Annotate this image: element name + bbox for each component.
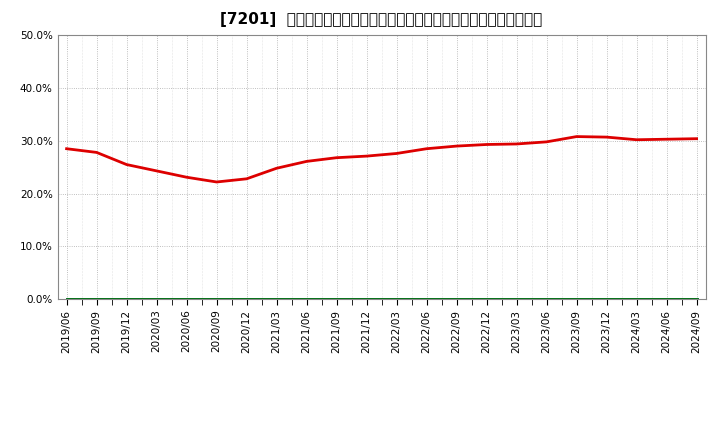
自己資本: [662, 136, 671, 142]
のれん: [272, 297, 281, 302]
自己資本: [242, 176, 251, 181]
繰延税金資産: [362, 297, 371, 302]
自己資本: [333, 155, 341, 160]
のれん: [212, 297, 221, 302]
繰延税金資産: [153, 297, 161, 302]
のれん: [662, 297, 671, 302]
繰延税金資産: [572, 297, 581, 302]
自己資本: [212, 180, 221, 185]
のれん: [452, 297, 461, 302]
自己資本: [632, 137, 641, 143]
のれん: [572, 297, 581, 302]
のれん: [62, 297, 71, 302]
自己資本: [572, 134, 581, 139]
自己資本: [153, 168, 161, 173]
のれん: [602, 297, 611, 302]
のれん: [302, 297, 311, 302]
繰延税金資産: [272, 297, 281, 302]
のれん: [632, 297, 641, 302]
のれん: [482, 297, 491, 302]
繰延税金資産: [482, 297, 491, 302]
のれん: [122, 297, 131, 302]
のれん: [362, 297, 371, 302]
自己資本: [182, 175, 191, 180]
自己資本: [452, 143, 461, 149]
のれん: [542, 297, 551, 302]
繰延税金資産: [452, 297, 461, 302]
自己資本: [542, 139, 551, 144]
繰延税金資産: [92, 297, 101, 302]
自己資本: [392, 151, 401, 156]
自己資本: [422, 146, 431, 151]
のれん: [422, 297, 431, 302]
自己資本: [602, 135, 611, 140]
のれん: [242, 297, 251, 302]
自己資本: [122, 162, 131, 167]
のれん: [182, 297, 191, 302]
自己資本: [693, 136, 701, 141]
自己資本: [362, 154, 371, 159]
繰延税金資産: [662, 297, 671, 302]
繰延税金資産: [182, 297, 191, 302]
繰延税金資産: [422, 297, 431, 302]
のれん: [153, 297, 161, 302]
繰延税金資産: [242, 297, 251, 302]
自己資本: [513, 141, 521, 147]
繰延税金資産: [302, 297, 311, 302]
のれん: [333, 297, 341, 302]
繰延税金資産: [632, 297, 641, 302]
繰延税金資産: [693, 297, 701, 302]
繰延税金資産: [212, 297, 221, 302]
のれん: [513, 297, 521, 302]
のれん: [693, 297, 701, 302]
自己資本: [482, 142, 491, 147]
Title: [7201]  自己資本、のれん、繰延税金資産の総資産に対する比率の推移: [7201] 自己資本、のれん、繰延税金資産の総資産に対する比率の推移: [220, 12, 543, 27]
自己資本: [302, 159, 311, 164]
自己資本: [62, 146, 71, 151]
繰延税金資産: [62, 297, 71, 302]
繰延税金資産: [542, 297, 551, 302]
のれん: [92, 297, 101, 302]
繰延税金資産: [333, 297, 341, 302]
自己資本: [92, 150, 101, 155]
繰延税金資産: [392, 297, 401, 302]
繰延税金資産: [122, 297, 131, 302]
のれん: [392, 297, 401, 302]
繰延税金資産: [602, 297, 611, 302]
Line: 自己資本: 自己資本: [66, 136, 697, 182]
自己資本: [272, 165, 281, 171]
繰延税金資産: [513, 297, 521, 302]
